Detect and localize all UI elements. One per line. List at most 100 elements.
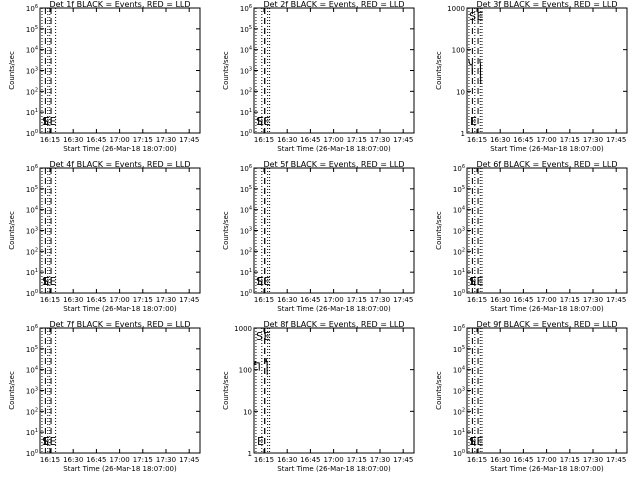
x-axis-label: Start Time (26-Mar-18 18:07:00)	[490, 145, 604, 153]
x-tick-label: 17:00	[537, 296, 557, 304]
x-tick-label: 17:15	[347, 136, 367, 144]
x-tick-label: 16:30	[63, 456, 83, 464]
x-tick-label: 17:00	[324, 456, 344, 464]
x-tick-label: 17:15	[133, 296, 153, 304]
x-tick-label: 17:45	[179, 456, 199, 464]
e-marker: E	[477, 275, 484, 288]
x-tick-label: 16:30	[63, 136, 83, 144]
y-tick-label: 101	[26, 108, 38, 117]
x-tick-label: 17:00	[110, 296, 130, 304]
x-tick-label: 17:15	[133, 136, 153, 144]
chart-title: Det 7f BLACK = Events, RED = LLD	[49, 320, 190, 329]
x-tick-label: 17:30	[156, 136, 176, 144]
x-tick-label: 16:45	[86, 296, 106, 304]
x-tick-label: 16:15	[40, 296, 60, 304]
x-tick-label: 16:45	[300, 456, 320, 464]
chart-panel-det1: Det 1f BLACK = Events, RED = LLD 100 101 10…	[8, 0, 201, 153]
x-tick-label: 16:15	[254, 296, 274, 304]
x-tick-label: 16:30	[490, 456, 510, 464]
y-tick-label: 102	[453, 247, 465, 256]
y-tick-label: 10	[243, 408, 252, 416]
chart-title: Det 4f BLACK = Events, RED = LLD	[49, 160, 190, 169]
x-tick-label: 16:45	[300, 296, 320, 304]
plot-frame	[39, 7, 201, 134]
chart-panel-det3: Det 3f BLACK = Events, RED = LLD 1 10 100 10…	[435, 0, 628, 153]
y-tick-label: 101	[26, 268, 38, 277]
y-tick-label: 105	[26, 185, 38, 194]
plot-frame	[466, 7, 628, 134]
s-marker: S	[256, 330, 263, 343]
y-tick-label: 104	[240, 46, 252, 55]
y-tick-label: 102	[240, 247, 252, 256]
x-tick-label: 17:30	[156, 296, 176, 304]
s-marker: S	[42, 435, 49, 448]
x-tick-label: 17:15	[560, 456, 580, 464]
x-tick-label: 17:15	[347, 296, 367, 304]
y-tick-label: 106	[453, 164, 465, 173]
y-tick-label: 100	[239, 367, 252, 375]
x-tick-label: 16:30	[63, 296, 83, 304]
y-tick-label: 102	[240, 87, 252, 96]
chart-panel-det7: Det 7f BLACK = Events, RED = LLD 100 101 10…	[8, 320, 201, 473]
y-axis-label: Counts/sec	[435, 211, 443, 250]
plot-frame	[39, 327, 201, 454]
x-tick-label: 17:45	[606, 456, 626, 464]
y-tick-label: 102	[453, 407, 465, 416]
s-marker: S	[469, 10, 476, 23]
x-tick-label: 17:45	[393, 136, 413, 144]
plot-frame	[253, 167, 415, 294]
series-line-1	[479, 58, 482, 85]
e-marker: E	[477, 435, 484, 448]
y-tick-label: 105	[26, 345, 38, 354]
y-tick-label: 102	[26, 87, 38, 96]
y-tick-label: 103	[453, 227, 465, 236]
plot-frame	[466, 327, 628, 454]
x-tick-label: 16:45	[86, 456, 106, 464]
chart-title: Det 9f BLACK = Events, RED = LLD	[476, 320, 617, 329]
y-tick-label: 103	[26, 387, 38, 396]
y-axis-label: Counts/sec	[222, 211, 230, 250]
y-tick-label: 100	[452, 47, 465, 55]
x-tick-label: 17:00	[110, 136, 130, 144]
x-tick-label: 16:30	[490, 296, 510, 304]
series-line-1	[265, 358, 268, 375]
e-marker: E	[264, 275, 271, 288]
x-tick-label: 16:45	[86, 136, 106, 144]
y-tick-label: 100	[240, 129, 252, 138]
y-tick-label: 1000	[234, 325, 252, 333]
y-tick-label: 104	[26, 46, 38, 55]
x-tick-label: 16:15	[254, 456, 274, 464]
e-marker: E	[50, 115, 57, 128]
y-tick-label: 103	[26, 67, 38, 76]
y-tick-label: 104	[240, 206, 252, 215]
chart-panel-det9: Det 9f BLACK = Events, RED = LLD 100 101 10…	[435, 320, 628, 473]
x-tick-label: 17:30	[370, 296, 390, 304]
y-tick-label: 103	[453, 387, 465, 396]
x-tick-label: 16:45	[300, 136, 320, 144]
e-marker: E	[50, 275, 57, 288]
x-tick-label: 16:15	[467, 296, 487, 304]
y-tick-label: 100	[26, 289, 38, 298]
y-tick-label: 105	[453, 185, 465, 194]
s-marker: S	[256, 275, 263, 288]
x-tick-label: 17:45	[179, 296, 199, 304]
y-tick-label: 106	[240, 4, 252, 13]
chart-title: Det 3f BLACK = Events, RED = LLD	[476, 0, 617, 9]
x-tick-label: 17:30	[156, 456, 176, 464]
e-marker: E	[264, 115, 271, 128]
y-tick-label: 100	[453, 449, 465, 458]
x-tick-label: 17:45	[179, 136, 199, 144]
e-marker: E	[477, 10, 484, 23]
y-tick-label: 10	[456, 88, 465, 96]
y-tick-label: 102	[26, 247, 38, 256]
x-tick-label: 16:30	[490, 136, 510, 144]
e-marker-left: E	[43, 275, 50, 288]
x-tick-label: 17:30	[583, 456, 603, 464]
e-marker-left: E	[257, 275, 264, 288]
x-tick-label: 16:15	[40, 136, 60, 144]
chart-panel-det8: Det 8f BLACK = Events, RED = LLD 1 10 100 10…	[222, 320, 415, 473]
s-marker: S	[42, 115, 49, 128]
plot-frame	[253, 7, 415, 134]
x-axis-label: Start Time (26-Mar-18 18:07:00)	[490, 465, 604, 473]
x-tick-label: 16:45	[513, 136, 533, 144]
